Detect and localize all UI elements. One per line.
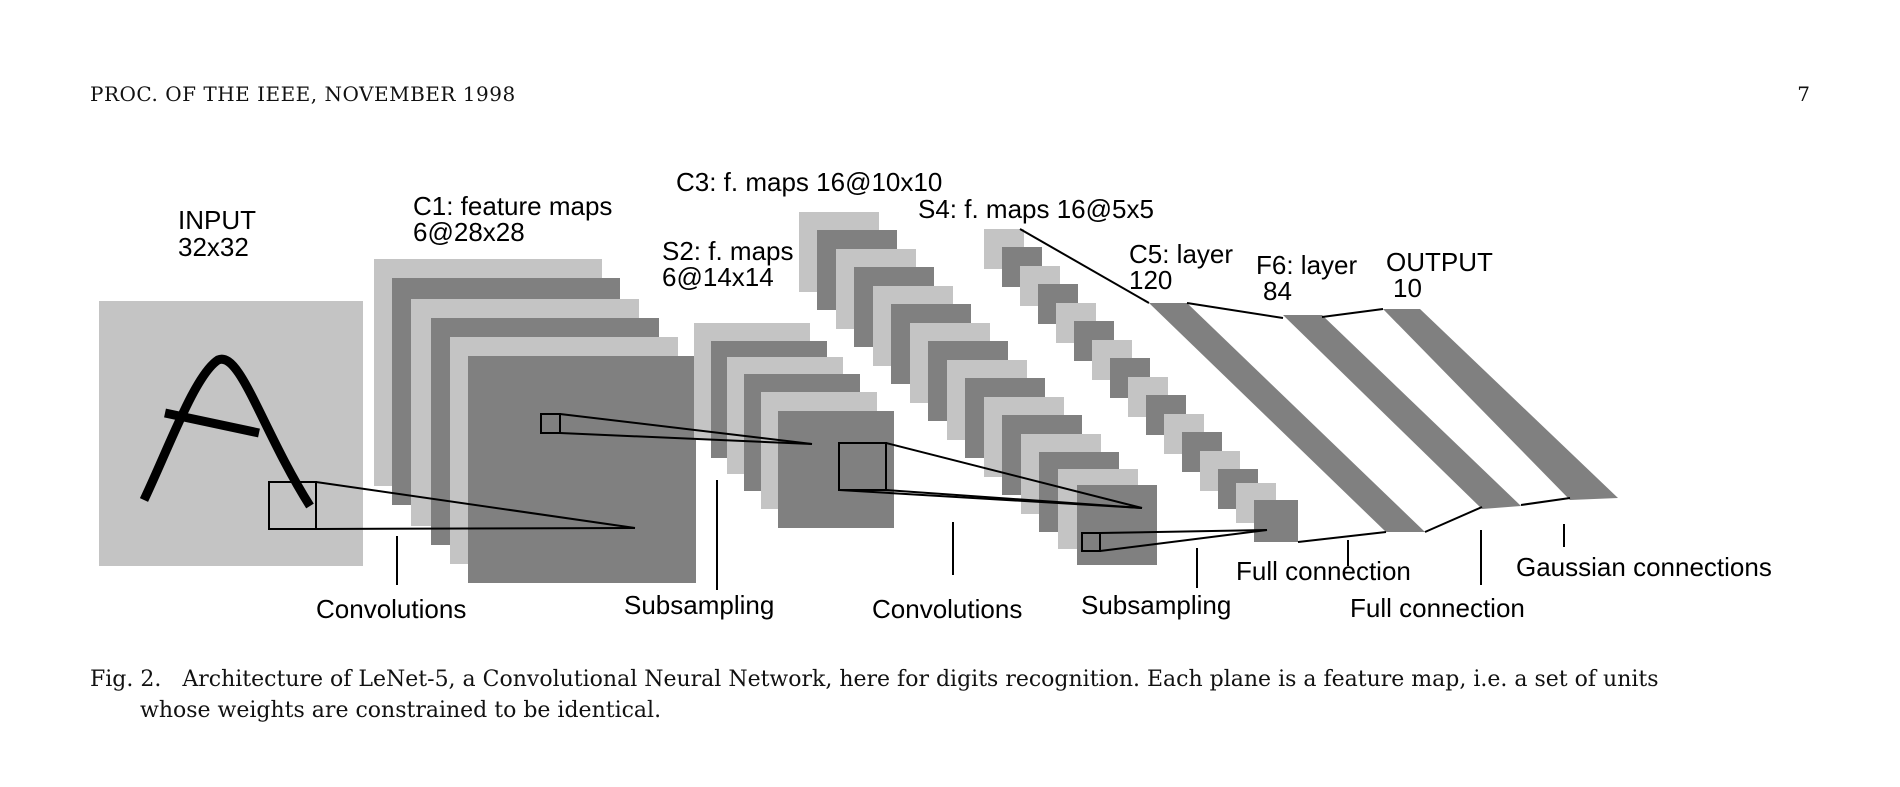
f6-size-label: 84: [1263, 276, 1292, 306]
c1-map: [468, 356, 696, 583]
c3-feature-maps: [799, 212, 1157, 565]
connection-lines: [268, 228, 1571, 590]
c5-layer-band: [1149, 303, 1425, 532]
subsampling-label-2: Subsampling: [1081, 590, 1231, 620]
journal-header: PROC. OF THE IEEE, NOVEMBER 1998: [90, 82, 516, 106]
figure-caption: Fig. 2. Architecture of LeNet-5, a Convo…: [90, 664, 1810, 726]
c5-label: C5: layer: [1129, 239, 1233, 269]
c5-size-label: 120: [1129, 265, 1172, 295]
full-connection-label-2: Full connection: [1350, 593, 1525, 623]
input-plane: [99, 301, 363, 566]
c3-map: [1077, 485, 1157, 565]
convolutions-label-1: Convolutions: [316, 594, 466, 624]
s2-map: [778, 411, 894, 528]
subsampling-label-1: Subsampling: [624, 590, 774, 620]
s2-size-label: 6@14x14: [662, 262, 774, 292]
output-layer-band: [1383, 309, 1618, 500]
s4-feature-maps: [984, 229, 1298, 542]
c1-size-label: 6@28x28: [413, 217, 525, 247]
f6-label: F6: layer: [1256, 250, 1357, 280]
c1-feature-maps: [374, 259, 696, 583]
s2-feature-maps: [694, 323, 894, 528]
input-size-label: 32x32: [178, 232, 249, 262]
caption-label: Fig. 2.: [90, 667, 162, 692]
page-number: 7: [1797, 82, 1810, 106]
caption-line-2: whose weights are constrained to be iden…: [140, 698, 662, 723]
s4-map: [1254, 500, 1298, 542]
output-label: OUTPUT: [1386, 247, 1493, 277]
digit-a-drawing: [139, 354, 314, 509]
full-connection-label-1: Full connection: [1236, 556, 1411, 586]
gaussian-connections-label: Gaussian connections: [1516, 552, 1772, 582]
convolutions-label-2: Convolutions: [872, 594, 1022, 624]
page-header: PROC. OF THE IEEE, NOVEMBER 1998 7: [90, 82, 1810, 112]
caption-line-1: Architecture of LeNet-5, a Convolutional…: [182, 667, 1659, 692]
f6-layer-band: [1283, 315, 1521, 509]
input-label: INPUT: [178, 205, 256, 235]
c3-label: C3: f. maps 16@10x10: [676, 167, 942, 197]
output-size-label: 10: [1393, 273, 1422, 303]
s4-label: S4: f. maps 16@5x5: [918, 194, 1154, 224]
c1-label: C1: feature maps: [413, 191, 612, 221]
s2-label: S2: f. maps: [662, 236, 794, 266]
